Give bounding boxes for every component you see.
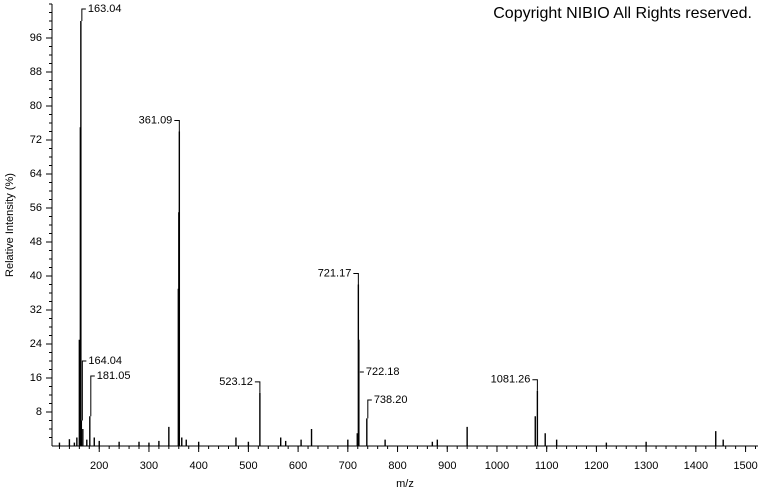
y-tick-label: 24	[30, 338, 42, 350]
label-leader	[367, 399, 372, 419]
x-tick-label: 700	[339, 460, 357, 472]
label-leader	[90, 375, 95, 417]
y-tick-label: 8	[36, 406, 42, 418]
label-leader	[81, 360, 87, 421]
peak-label: 722.18	[366, 366, 400, 378]
y-tick-label: 96	[30, 32, 42, 44]
label-leader	[174, 120, 180, 132]
x-tick-label: 800	[388, 460, 406, 472]
y-axis-label: Relative Intensity (%)	[4, 173, 16, 277]
peak-label: 721.17	[318, 267, 352, 279]
y-tick-label: 32	[30, 304, 42, 316]
x-tick-label: 1400	[684, 460, 708, 472]
x-tick-label: 1000	[485, 460, 509, 472]
peak-label: 738.20	[374, 394, 408, 406]
y-tick-label: 16	[30, 372, 42, 384]
peak-label: 181.05	[97, 370, 131, 382]
label-leader	[254, 381, 261, 393]
x-axis-label: m/z	[396, 478, 414, 490]
x-tick-label: 1500	[733, 460, 757, 472]
y-tick-label: 48	[30, 236, 42, 248]
peak-label: 523.12	[219, 376, 253, 388]
peak-label: 164.04	[88, 355, 122, 367]
x-tick-label: 1200	[584, 460, 608, 472]
x-tick-label: 1100	[535, 460, 559, 472]
label-leader	[81, 8, 86, 21]
label-leader	[353, 273, 359, 285]
x-tick-label: 900	[438, 460, 456, 472]
y-tick-label: 64	[30, 168, 42, 180]
y-tick-label: 72	[30, 134, 42, 146]
x-tick-label: 500	[239, 460, 257, 472]
label-leader	[532, 379, 538, 391]
peak-label: 1081.26	[491, 374, 531, 386]
y-tick-label: 40	[30, 270, 42, 282]
x-tick-label: 600	[289, 460, 307, 472]
y-tick-label: 80	[30, 100, 42, 112]
x-tick-label: 1300	[634, 460, 658, 472]
peak-label: 163.04	[88, 3, 122, 15]
y-tick-label: 88	[30, 66, 42, 78]
copyright: Copyright NIBIO All Rights reserved.	[493, 5, 752, 22]
x-tick-label: 300	[140, 460, 158, 472]
x-tick-label: 400	[189, 460, 207, 472]
x-tick-label: 200	[90, 460, 108, 472]
y-tick-label: 56	[30, 202, 42, 214]
peak-label: 361.09	[139, 114, 173, 126]
